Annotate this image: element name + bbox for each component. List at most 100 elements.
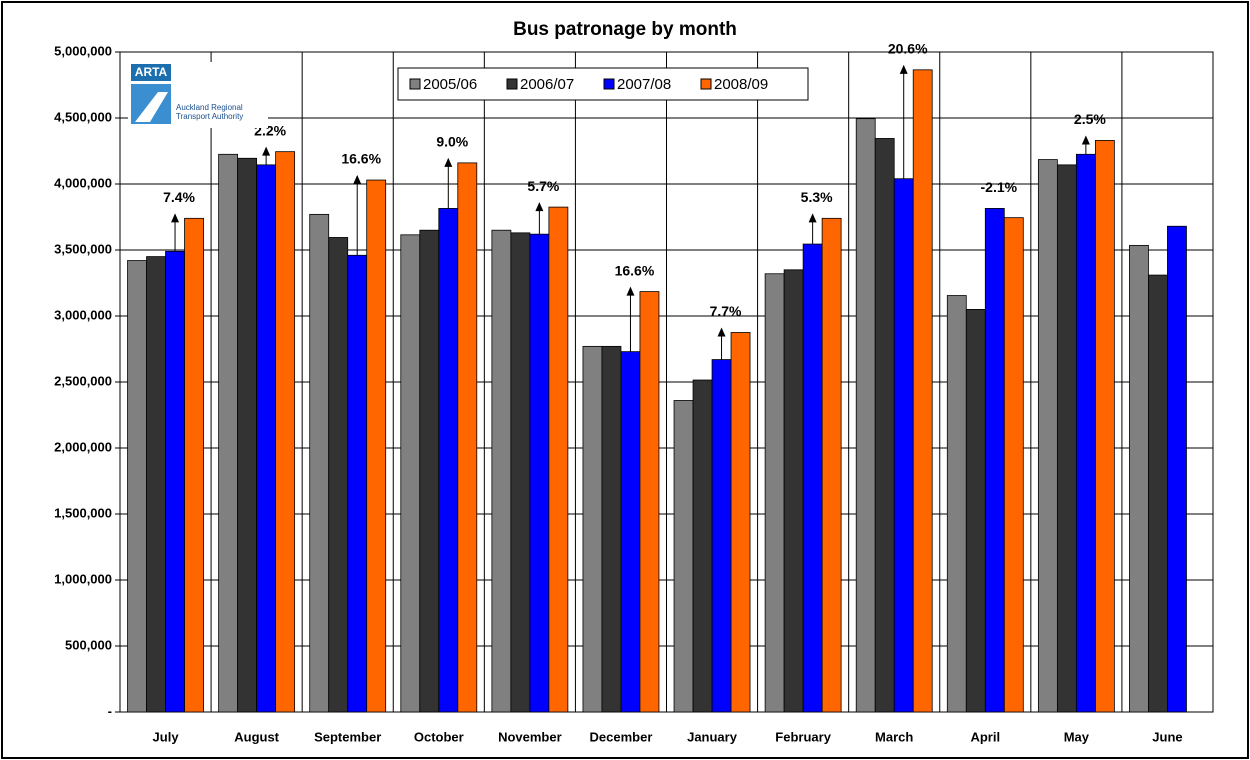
bar [874, 138, 895, 713]
logo: ARTA Auckland Regional Transport Authori… [128, 62, 268, 128]
annotation: 16.6% [615, 262, 655, 278]
legend-label: 2006/07 [520, 76, 574, 93]
legend-label: 2008/09 [714, 76, 768, 93]
y-tick-label: 5,000,000 [54, 43, 112, 58]
bar [601, 345, 622, 713]
bar [692, 379, 713, 713]
bar [366, 179, 387, 713]
annotation-arrowhead [1081, 135, 1090, 145]
logo-line: Transport Authority [176, 112, 243, 121]
annotation-arrowhead [808, 213, 817, 223]
y-tick-label: 4,500,000 [54, 109, 112, 124]
bar [1094, 140, 1115, 713]
annotation: 16.6% [341, 151, 381, 167]
annotation: 7.4% [163, 189, 195, 205]
logo-line: Auckland Regional [176, 103, 243, 112]
bar [438, 208, 459, 713]
annotation-arrowhead [899, 64, 908, 74]
bar [237, 157, 258, 713]
bar [218, 153, 239, 713]
annotation: 2.5% [1074, 111, 1106, 127]
x-tick-label: November [498, 729, 562, 744]
annotation: 7.7% [710, 303, 742, 319]
x-tick-label: July [153, 729, 180, 744]
bar [639, 291, 660, 713]
bar [946, 295, 967, 713]
annotation-arrowhead [444, 157, 453, 167]
logo-badge [131, 64, 171, 81]
x-tick-label: August [234, 729, 279, 744]
bar [582, 345, 603, 713]
bar [491, 229, 512, 713]
bar [1003, 217, 1024, 713]
x-tick-label: June [1152, 729, 1182, 744]
bar [529, 233, 550, 713]
bar [1037, 159, 1058, 713]
annotation-arrowhead [717, 327, 726, 337]
bar [730, 332, 751, 713]
bar [711, 359, 732, 713]
legend-box [397, 67, 809, 101]
bar [184, 217, 204, 713]
chart-title: Bus patronage by month [513, 19, 737, 40]
x-tick-label: April [970, 729, 1000, 744]
bar [165, 250, 185, 713]
legend-label: 2007/08 [617, 76, 671, 93]
x-tick-label: December [590, 729, 653, 744]
bar [1129, 244, 1149, 713]
bar [821, 217, 842, 713]
bar [127, 260, 147, 713]
bar [275, 151, 296, 713]
x-tick-label: February [775, 729, 831, 744]
annotation-arrowhead [353, 175, 362, 185]
bar [1056, 164, 1077, 713]
y-tick-label: 2,000,000 [54, 439, 112, 454]
y-tick-label: 1,000,000 [54, 571, 112, 586]
bar [457, 162, 478, 713]
bar [328, 237, 349, 713]
legend-label: 2005/06 [423, 76, 477, 93]
annotation: 5.7% [527, 178, 559, 194]
bar [419, 229, 440, 713]
y-tick-label: 4,000,000 [54, 175, 112, 190]
bar [548, 206, 569, 713]
bar [1075, 153, 1096, 713]
annotation: 9.0% [436, 134, 468, 150]
annotation: 5.3% [801, 189, 833, 205]
bar [620, 351, 641, 713]
bar [510, 232, 531, 713]
y-tick-label: 2,500,000 [54, 373, 112, 388]
bar [783, 269, 804, 713]
y-tick-label: 3,500,000 [54, 241, 112, 256]
bar [984, 208, 1005, 713]
bar [764, 273, 785, 713]
bar [965, 308, 986, 713]
legend: 2005/06 2006/07 2007/08 2008/09 [397, 67, 809, 101]
logo-stroke [135, 92, 168, 122]
bar [1148, 274, 1168, 713]
y-tick-label: 1,500,000 [54, 505, 112, 520]
bar [912, 69, 933, 713]
bar [309, 213, 330, 713]
y-tick-label: 3,000,000 [54, 307, 112, 322]
bar [1167, 225, 1187, 713]
bar [893, 178, 914, 713]
x-tick-label: January [687, 729, 738, 744]
legend-swatch [409, 78, 421, 90]
bar [256, 164, 277, 713]
legend-swatch [700, 78, 712, 90]
bar [673, 400, 694, 713]
annotation-arrowhead [171, 213, 180, 223]
bar [802, 243, 823, 713]
y-tick-label: - [108, 703, 112, 718]
x-tick-label: May [1064, 729, 1090, 744]
annotation: -2.1% [981, 179, 1018, 195]
bar [146, 256, 166, 713]
annotation-arrowhead [626, 286, 635, 296]
x-tick-label: October [414, 729, 464, 744]
annotation: 20.6% [888, 41, 928, 57]
x-tick-label: September [314, 729, 381, 744]
annotation-arrowhead [535, 202, 544, 212]
y-tick-label: 500,000 [65, 637, 112, 652]
